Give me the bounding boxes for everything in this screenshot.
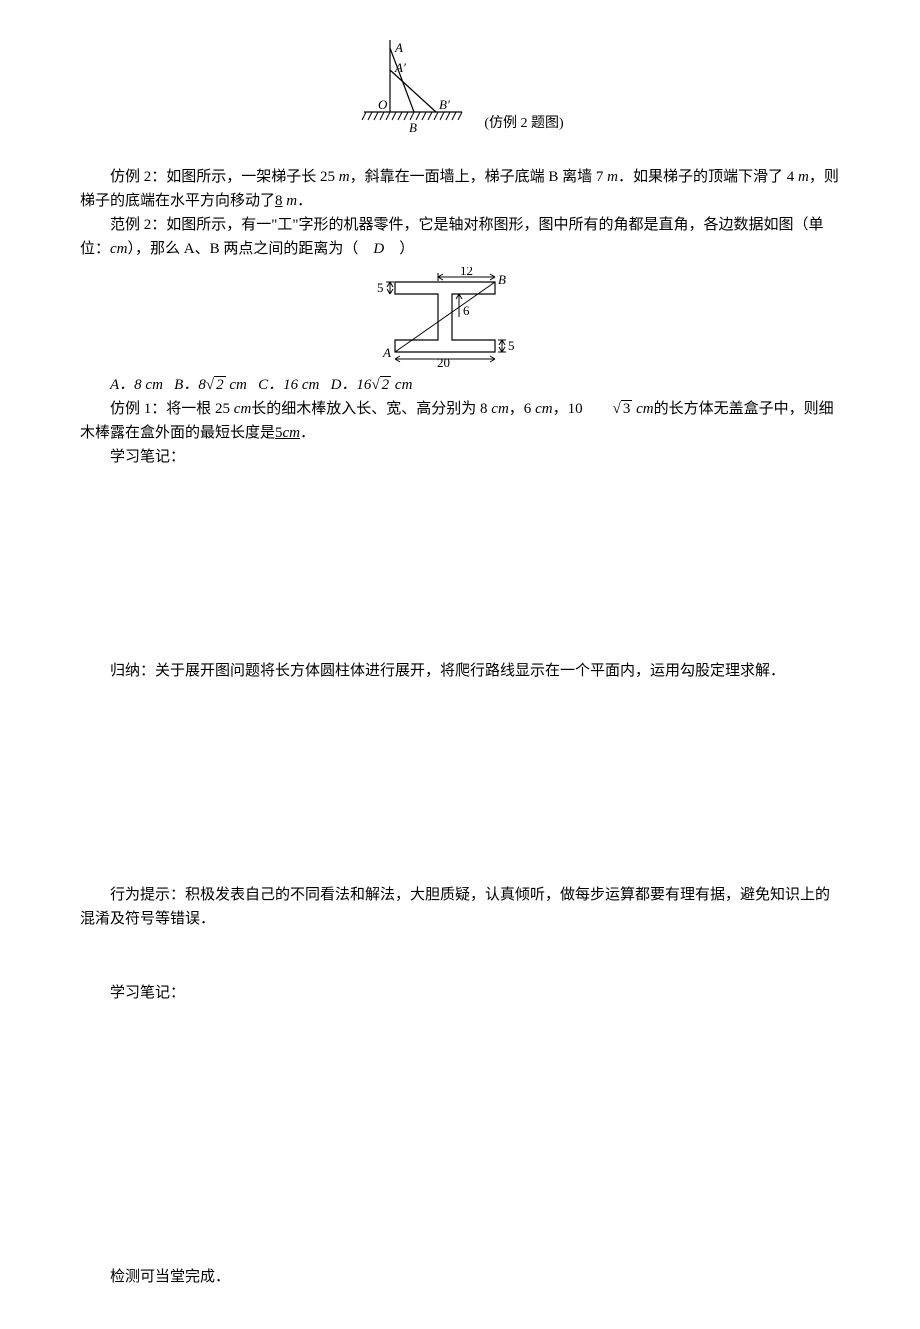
unit-m: m <box>607 169 618 185</box>
figure-2-row: A B 12 5 6 5 20 <box>80 267 840 367</box>
dim-12: 12 <box>460 267 473 278</box>
unit-cm: cm <box>302 377 320 393</box>
opt-D: D．16 <box>331 377 372 393</box>
sqrt-icon: √3 <box>583 397 633 421</box>
t: ，6 <box>509 401 535 417</box>
problem-fangli-1: 仿例 1：将一根 25 cm长的细木棒放入长、宽、高分别为 8 cm，6 cm，… <box>80 397 840 445</box>
spacer <box>80 683 840 883</box>
label: 范例 2： <box>110 217 166 233</box>
figure-1-row: A A′ O B B′ (仿例 2 题图) <box>80 40 840 135</box>
dim-5b: 5 <box>508 338 515 353</box>
unit-cm: cm <box>636 401 654 417</box>
test-note: 检测可当堂完成． <box>80 1265 840 1289</box>
behavior-tip: 行为提示：积极发表自己的不同看法和解法，大胆质疑，认真倾听，做每步运算都要有理有… <box>80 883 840 931</box>
opt-A: A．8 <box>110 377 145 393</box>
unit-m: m <box>798 169 809 185</box>
label-A: A <box>394 40 403 55</box>
unit-cm: cm <box>110 241 128 257</box>
label: 仿例 1： <box>110 401 166 417</box>
label-B: B <box>498 272 506 287</box>
label-O: O <box>378 97 388 112</box>
unit-cm: cm <box>535 401 553 417</box>
label-B: B <box>409 120 417 135</box>
opt-B: B．8 <box>174 377 206 393</box>
figure-1-caption: (仿例 2 题图) <box>484 113 563 135</box>
unit-cm: cm <box>229 377 247 393</box>
unit-m: m <box>286 193 297 209</box>
problem-fangli-2: 仿例 2：如图所示，一架梯子长 25 m，斜靠在一面墙上，梯子底端 B 离墙 7… <box>80 165 840 213</box>
unit-cm: cm <box>234 401 252 417</box>
summary-guina: 归纳：关于展开图问题将长方体圆柱体进行展开，将爬行路线显示在一个平面内，运用勾股… <box>80 659 840 683</box>
spacer <box>80 1005 840 1265</box>
opt-C: C．16 <box>258 377 302 393</box>
spacer <box>80 469 840 659</box>
label-A: A <box>382 345 391 360</box>
notes-heading-2: 学习笔记： <box>80 981 840 1005</box>
t: 如图所示，一架梯子长 25 <box>166 169 339 185</box>
spacer <box>80 931 840 981</box>
ladder-diagram: A A′ O B B′ <box>356 40 476 135</box>
i-shape-diagram: A B 12 5 6 5 20 <box>375 267 545 367</box>
t: ，10 <box>553 401 583 417</box>
unit-cm: cm <box>145 377 163 393</box>
period: ． <box>300 425 315 441</box>
unit-m: m <box>339 169 350 185</box>
dim-20: 20 <box>437 355 450 367</box>
t: ），那么 A、B 两点之间的距离为（ <box>128 241 374 257</box>
t: ，斜靠在一面墙上，梯子底端 B 离墙 7 <box>350 169 608 185</box>
label-Ap: A′ <box>394 60 406 75</box>
period: ． <box>297 193 312 209</box>
answer: D <box>373 241 384 257</box>
unit-cm: cm <box>283 425 301 441</box>
t: 长的细木棒放入长、宽、高分别为 8 <box>251 401 491 417</box>
dim-5a: 5 <box>377 280 384 295</box>
notes-heading-1: 学习笔记： <box>80 445 840 469</box>
label: 仿例 2： <box>110 169 166 185</box>
sqrt-icon: √2 <box>371 373 391 397</box>
answer-options: A．8 cm B．8√2 cm C．16 cm D．16√2 cm <box>110 373 840 397</box>
problem-fanli-2: 范例 2：如图所示，有一"工"字形的机器零件，它是轴对称图形，图中所有的角都是直… <box>80 213 840 261</box>
label-Bp: B′ <box>439 97 450 112</box>
answer: 5 <box>275 425 283 441</box>
t: ．如果梯子的顶端下滑了 4 <box>618 169 798 185</box>
dim-6: 6 <box>463 303 470 318</box>
answer: 8 <box>275 193 283 209</box>
t: 将一根 25 <box>166 401 234 417</box>
sqrt-icon: √2 <box>206 373 226 397</box>
unit-cm: cm <box>395 377 413 393</box>
unit-cm: cm <box>491 401 509 417</box>
t: ） <box>384 241 414 257</box>
